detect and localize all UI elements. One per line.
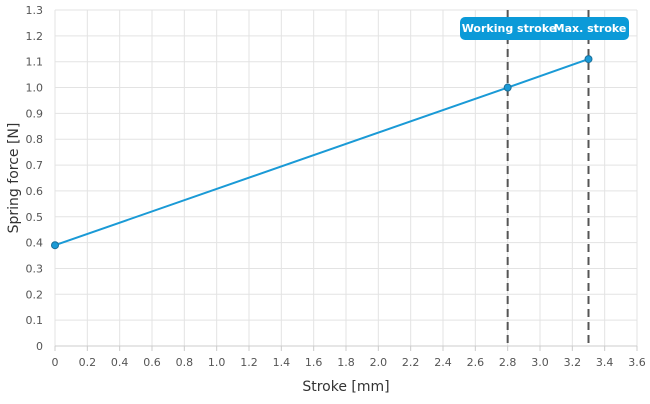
x-tick-label: 2.0 [370, 356, 388, 369]
marker-label-box [460, 17, 629, 40]
y-tick-label: 0.5 [26, 211, 44, 224]
x-tick-label: 1.2 [240, 356, 258, 369]
x-tick-label: 3.4 [596, 356, 614, 369]
x-tick-label: 3.0 [531, 356, 549, 369]
x-axis-title: Stroke [mm] [302, 379, 389, 395]
x-tick-label: 3.6 [628, 356, 646, 369]
y-tick-label: 0 [36, 340, 43, 353]
stroke-markers [506, 10, 590, 346]
y-tick-label: 0.1 [26, 314, 44, 327]
data-point[interactable] [503, 83, 512, 92]
x-tick-label: 0.6 [143, 356, 161, 369]
y-tick-label: 1.3 [26, 4, 44, 17]
x-tick-label: 0.8 [176, 356, 194, 369]
y-tick-label: 0.3 [26, 262, 44, 275]
data-point[interactable] [584, 55, 593, 64]
marker-label: Max. stroke [554, 22, 627, 35]
x-tick-label: 3.2 [564, 356, 582, 369]
x-tick-label: 1.6 [305, 356, 323, 369]
marker-label: Working stroke [462, 22, 557, 35]
y-tick-label: 0.4 [26, 237, 44, 250]
series-layer [51, 55, 593, 250]
y-tick-label: 0.8 [26, 133, 44, 146]
x-tick-label: 1.0 [208, 356, 226, 369]
y-tick-label: 1.1 [26, 56, 44, 69]
x-tick-label: 0 [52, 356, 59, 369]
y-tick-label: 0.9 [26, 107, 44, 120]
data-point[interactable] [51, 241, 59, 250]
y-tick-label: 0.2 [26, 288, 44, 301]
x-tick-label: 2.6 [467, 356, 485, 369]
y-axis-title: Spring force [N] [6, 123, 22, 234]
y-tick-label: 0.7 [26, 159, 44, 172]
y-tick-label: 1.2 [26, 30, 44, 43]
x-tick-label: 2.4 [434, 356, 452, 369]
x-tick-label: 0.2 [79, 356, 97, 369]
axes: 0 0.2 0.4 0.6 0.8 1.0 1.2 1.4 1.6 1.8 2.0 2.2 2.4 2.6… [26, 4, 646, 369]
x-tick-label: 2.2 [402, 356, 420, 369]
x-tick-label: 2.8 [499, 356, 517, 369]
grid [54, 9, 638, 347]
y-tick-label: 0.6 [26, 185, 44, 198]
x-tick-label: 1.4 [273, 356, 291, 369]
y-tick-label: 1.0 [26, 82, 44, 95]
x-tick-label: 1.8 [337, 356, 355, 369]
x-tick-label: 0.4 [111, 356, 129, 369]
